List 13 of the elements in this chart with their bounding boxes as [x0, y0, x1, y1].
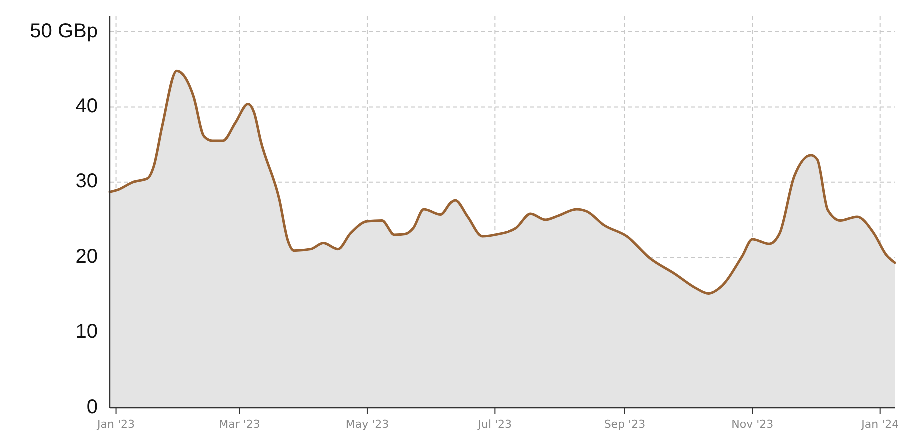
y-tick-label: 10 — [76, 321, 98, 344]
x-tick-label: Mar '23 — [219, 418, 260, 431]
x-tick-label: Sep '23 — [604, 418, 646, 431]
y-tick-label: 20 — [76, 246, 98, 268]
x-tick-label: Jan '24 — [860, 418, 900, 431]
x-tick-label: Jan '23 — [96, 418, 136, 431]
y-tick-label: 50 GBp — [30, 20, 98, 42]
x-tick-label: Jul '23 — [477, 418, 512, 431]
y-tick-label: 30 — [76, 170, 98, 193]
x-tick-label: May '23 — [346, 418, 390, 431]
x-tick-label: Nov '23 — [732, 418, 774, 431]
y-tick-label: 0 — [86, 396, 98, 418]
y-tick-label: 40 — [76, 95, 98, 118]
